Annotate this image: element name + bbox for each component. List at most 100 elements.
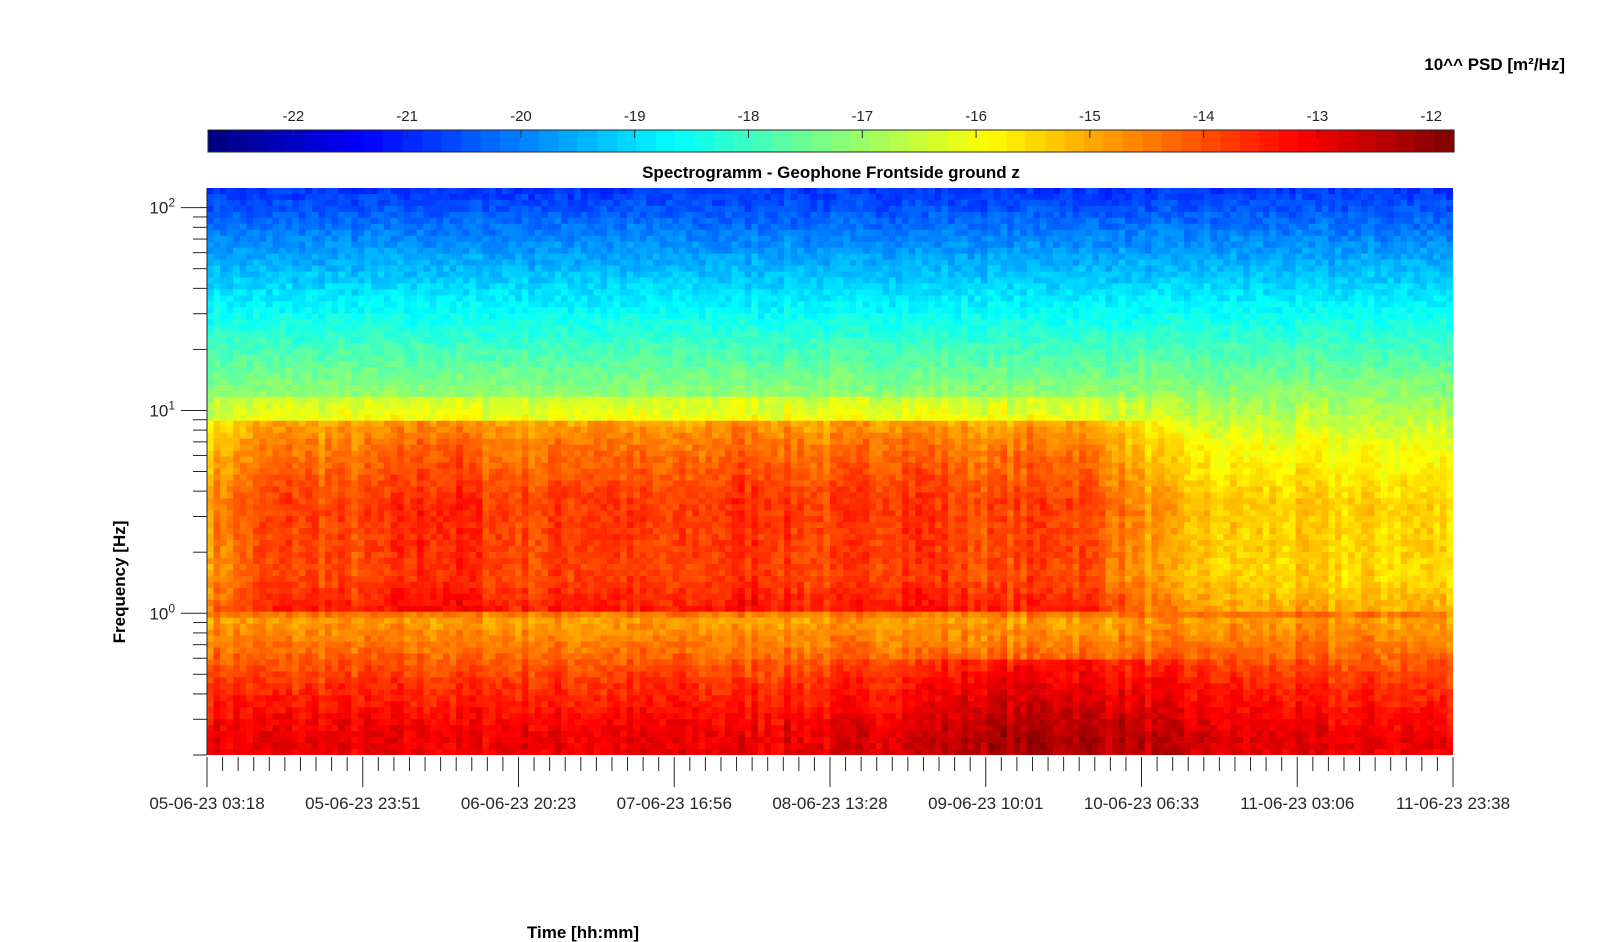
heatmap-cell bbox=[1210, 301, 1218, 308]
heatmap-cell bbox=[338, 283, 346, 290]
heatmap-cell bbox=[1105, 223, 1113, 231]
heatmap-cell bbox=[482, 247, 490, 255]
heatmap-cell bbox=[626, 199, 634, 207]
heatmap-cell bbox=[443, 235, 451, 243]
heatmap-cell bbox=[344, 295, 352, 302]
colorbar-cell bbox=[850, 130, 871, 152]
heatmap-cell bbox=[1085, 313, 1093, 320]
heatmap-cell bbox=[475, 247, 483, 255]
heatmap-cell bbox=[475, 271, 483, 279]
heatmap-cell bbox=[1052, 247, 1061, 255]
heatmap-cell bbox=[685, 301, 693, 308]
heatmap-cell bbox=[1302, 301, 1310, 308]
heatmap-cell bbox=[344, 259, 352, 267]
heatmap-cell bbox=[1295, 217, 1303, 225]
heatmap-cell bbox=[1072, 283, 1080, 290]
heatmap-cell bbox=[469, 253, 477, 261]
heatmap-cell bbox=[1439, 241, 1447, 249]
heatmap-cell bbox=[233, 229, 241, 237]
heatmap-cell bbox=[515, 283, 523, 290]
heatmap-cell bbox=[1387, 253, 1395, 261]
heatmap-cell bbox=[1426, 313, 1434, 320]
heatmap-cell bbox=[659, 253, 667, 261]
heatmap-cell bbox=[488, 325, 497, 332]
heatmap-cell bbox=[1249, 199, 1257, 207]
heatmap-cell bbox=[292, 223, 300, 231]
heatmap-cell bbox=[1184, 313, 1192, 320]
heatmap-cell bbox=[862, 325, 870, 332]
heatmap-cell bbox=[1059, 313, 1067, 320]
heatmap-cell bbox=[403, 188, 411, 195]
heatmap-cell bbox=[462, 247, 470, 255]
heatmap-cell bbox=[882, 193, 890, 201]
heatmap-cell bbox=[1216, 325, 1224, 332]
colorbar-cell bbox=[714, 130, 735, 152]
heatmap-cell bbox=[830, 223, 838, 231]
heatmap-cell bbox=[1223, 253, 1231, 261]
heatmap-cell bbox=[862, 223, 870, 231]
heatmap-cell bbox=[502, 307, 510, 314]
heatmap-cell bbox=[1426, 319, 1434, 326]
heatmap-cell bbox=[744, 188, 752, 195]
heatmap-cell bbox=[849, 301, 857, 308]
heatmap-cell bbox=[692, 337, 700, 344]
heatmap-cell bbox=[652, 235, 660, 243]
heatmap-cell bbox=[1046, 301, 1054, 308]
heatmap-cell bbox=[456, 325, 464, 332]
heatmap-cell bbox=[1400, 223, 1408, 231]
heatmap-cell bbox=[1013, 289, 1021, 296]
heatmap-cell bbox=[869, 295, 877, 302]
heatmap-cell bbox=[554, 235, 562, 243]
heatmap-cell bbox=[666, 271, 674, 279]
heatmap-cell bbox=[462, 223, 470, 231]
heatmap-cell bbox=[1393, 193, 1402, 201]
heatmap-cell bbox=[626, 229, 634, 237]
heatmap-cell bbox=[856, 289, 864, 296]
heatmap-cell bbox=[1236, 313, 1244, 320]
heatmap-cell bbox=[1197, 289, 1205, 296]
heatmap-cell bbox=[731, 259, 739, 267]
heatmap-cell bbox=[1367, 301, 1375, 308]
plot-area bbox=[207, 188, 1453, 755]
heatmap-cell bbox=[987, 295, 995, 302]
heatmap-cell bbox=[488, 295, 497, 302]
heatmap-cell bbox=[1446, 211, 1453, 219]
heatmap-cell bbox=[869, 205, 877, 213]
heatmap-cell bbox=[403, 283, 411, 290]
heatmap-cell bbox=[698, 277, 706, 284]
heatmap-cell bbox=[961, 325, 969, 332]
heatmap-cell bbox=[488, 188, 497, 195]
heatmap-cell bbox=[311, 205, 319, 213]
heatmap-cell bbox=[941, 283, 949, 290]
heatmap-cell bbox=[1190, 313, 1198, 320]
heatmap-cell bbox=[1125, 247, 1133, 255]
heatmap-cell bbox=[1302, 289, 1310, 296]
heatmap-cell bbox=[370, 277, 379, 284]
heatmap-cell bbox=[784, 277, 792, 284]
heatmap-cell bbox=[567, 188, 575, 195]
heatmap-cell bbox=[620, 223, 628, 231]
heatmap-cell bbox=[613, 271, 621, 279]
heatmap-cell bbox=[797, 289, 805, 296]
heatmap-cell bbox=[1420, 211, 1428, 219]
heatmap-cell bbox=[607, 301, 615, 308]
heatmap-cell bbox=[889, 188, 897, 195]
heatmap-cell bbox=[613, 188, 621, 195]
heatmap-cell bbox=[311, 301, 319, 308]
heatmap-cell bbox=[882, 235, 890, 243]
heatmap-cell bbox=[928, 331, 936, 338]
heatmap-cell bbox=[1098, 325, 1106, 332]
heatmap-cell bbox=[652, 211, 660, 219]
colorbar-cell bbox=[733, 130, 754, 152]
heatmap-cell bbox=[770, 265, 779, 273]
heatmap-cell bbox=[1197, 337, 1205, 344]
heatmap-cell bbox=[862, 319, 870, 326]
heatmap-cell bbox=[1282, 188, 1290, 195]
heatmap-cell bbox=[1393, 229, 1402, 237]
heatmap-cell bbox=[1171, 301, 1179, 308]
heatmap-cell bbox=[1131, 265, 1139, 273]
heatmap-cell bbox=[692, 229, 700, 237]
heatmap-cell bbox=[633, 325, 641, 332]
heatmap-cell bbox=[961, 193, 969, 201]
heatmap-cell bbox=[574, 199, 582, 207]
